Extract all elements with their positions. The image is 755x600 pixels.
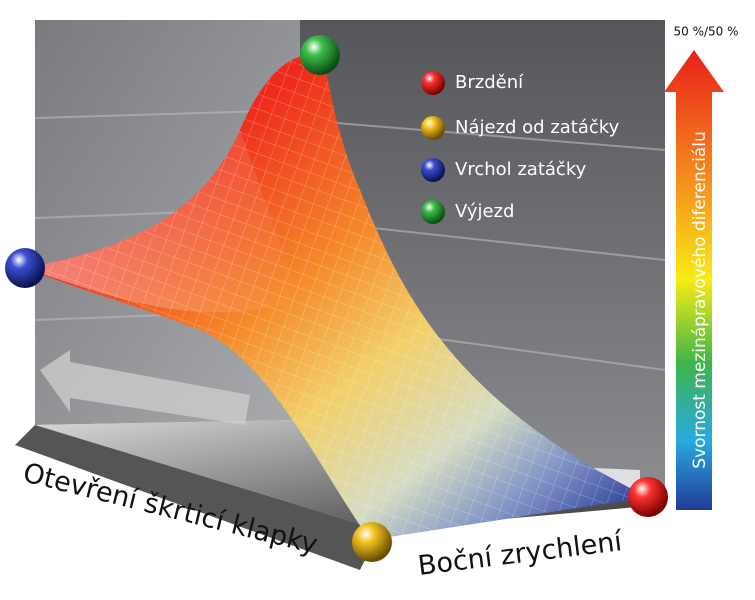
legend-marker (421, 158, 445, 182)
legend-label: Výjezd (455, 201, 514, 222)
legend-marker (421, 71, 445, 95)
top-label: 50 %/50 % (673, 25, 738, 39)
sphere (352, 522, 392, 562)
sphere (5, 248, 45, 288)
colorbar-label: Svornost mezinápravového diferenciálu (690, 131, 710, 468)
sphere (300, 35, 340, 75)
sphere (628, 477, 668, 517)
left-arrow (40, 350, 250, 425)
legend-marker (421, 116, 445, 140)
legend-marker (421, 200, 445, 224)
legend-label: Brzdění (455, 72, 524, 93)
legend: Brzdění Nájezd od zatáčky Vrchol zatáčky… (421, 71, 620, 224)
colorbar (664, 50, 724, 510)
axis-label: Boční zrychlení (416, 526, 625, 582)
surface-grid (25, 54, 648, 541)
floor-edge (15, 425, 380, 570)
legend-label: Nájezd od zatáčky (455, 117, 620, 138)
surface-highlight (25, 130, 300, 313)
legend-label: Vrchol zatáčky (455, 159, 587, 180)
